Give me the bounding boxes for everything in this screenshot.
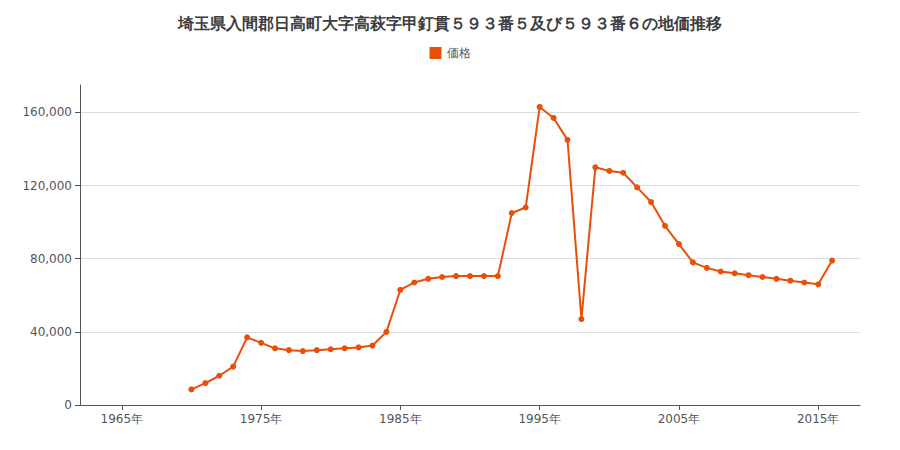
svg-text:160,000: 160,000: [22, 105, 72, 119]
svg-text:1985年: 1985年: [379, 412, 422, 426]
svg-text:埼玉県入間郡日高町大字高萩字甲釘貫５９３番５及び５９３番６の: 埼玉県入間郡日高町大字高萩字甲釘貫５９３番５及び５９３番６の地価推移: [177, 14, 722, 33]
svg-text:1975年: 1975年: [240, 412, 283, 426]
svg-text:2005年: 2005年: [658, 412, 701, 426]
svg-text:80,000: 80,000: [30, 252, 72, 266]
svg-text:1995年: 1995年: [518, 412, 561, 426]
svg-text:1965年: 1965年: [101, 412, 144, 426]
svg-text:120,000: 120,000: [22, 179, 72, 193]
svg-text:40,000: 40,000: [30, 325, 72, 339]
svg-text:価格: 価格: [447, 46, 471, 60]
svg-text:2015年: 2015年: [797, 412, 840, 426]
svg-text:0: 0: [64, 398, 72, 412]
